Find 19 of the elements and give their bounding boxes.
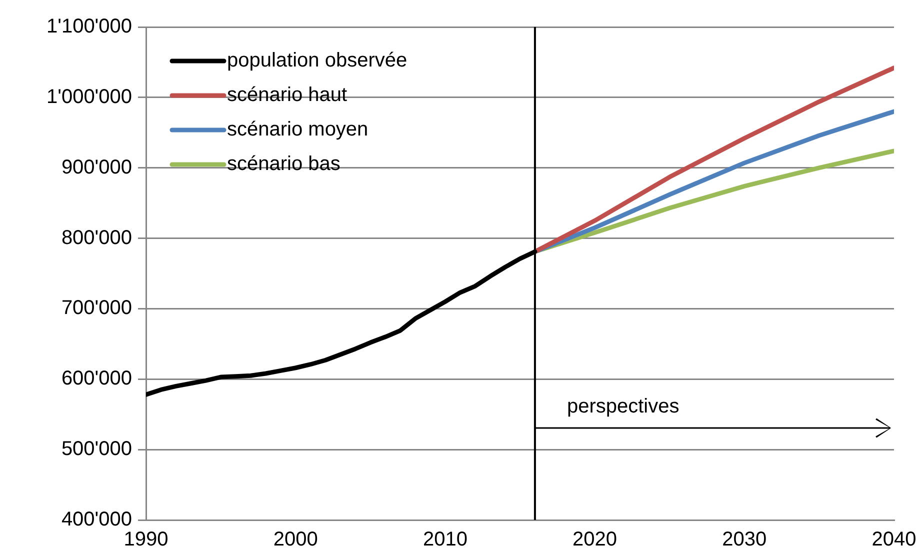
legend-label: scénario bas: [227, 153, 340, 176]
x-tick-label: 2020: [572, 528, 618, 551]
x-tick-label: 2040: [872, 528, 916, 551]
legend-label: scénario moyen: [227, 118, 368, 141]
y-tick-label: 800'000: [61, 226, 132, 249]
y-tick-label: 600'000: [61, 368, 132, 390]
annotation: perspectives: [566, 395, 680, 418]
y-tick-label: 1'000'000: [46, 86, 132, 108]
x-tick-label: 2030: [722, 528, 767, 551]
y-tick-label: 500'000: [61, 438, 132, 460]
y-tick-label: 900'000: [61, 156, 132, 178]
y-tick-label: 1'100'000: [46, 16, 132, 38]
legend-label: scénario haut: [227, 84, 348, 106]
y-tick-label: 400'000: [61, 508, 132, 531]
y-tick-label: 700'000: [61, 297, 132, 320]
x-tick-label: 2010: [422, 528, 468, 551]
legend-label: population observée: [227, 50, 408, 72]
x-tick-label: 2000: [273, 528, 318, 551]
x-tick-label: 1990: [124, 528, 168, 551]
